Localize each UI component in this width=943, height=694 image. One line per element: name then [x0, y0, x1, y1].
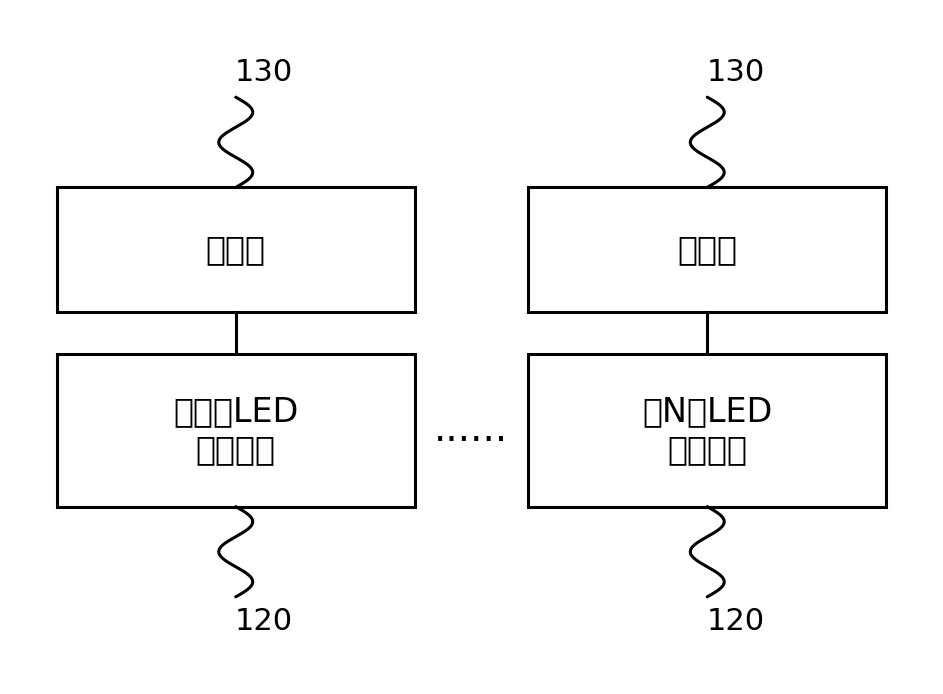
Bar: [57, 354, 415, 507]
Text: 130: 130: [235, 58, 293, 87]
Bar: [528, 354, 886, 507]
Text: 130: 130: [706, 58, 765, 87]
Text: 第N颗LED
驱动芯片: 第N颗LED 驱动芯片: [642, 395, 772, 466]
Text: 第一颗LED
驱动芯片: 第一颗LED 驱动芯片: [174, 395, 298, 466]
Text: 存储器: 存储器: [206, 233, 266, 266]
Text: 120: 120: [235, 607, 293, 636]
Bar: [528, 187, 886, 312]
Text: 存储器: 存储器: [677, 233, 737, 266]
Bar: [57, 187, 415, 312]
Text: ......: ......: [435, 412, 508, 449]
Text: 120: 120: [706, 607, 765, 636]
